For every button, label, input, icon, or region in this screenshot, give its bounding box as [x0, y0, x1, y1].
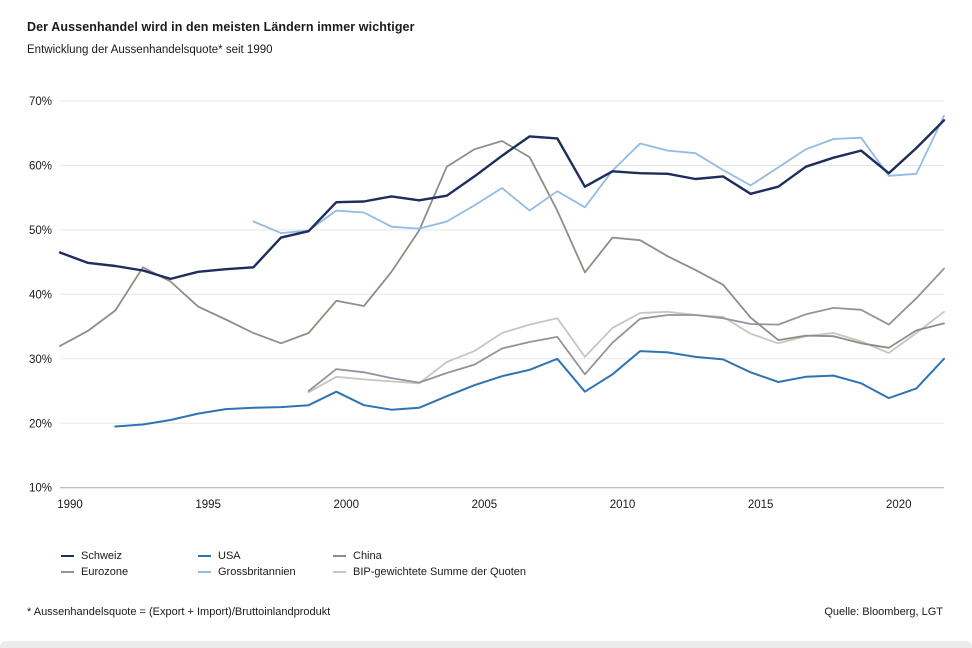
chart-title: Der Aussenhandel wird in den meisten Län…: [27, 20, 415, 34]
legend-item-bip-summe: BIP-gewichtete Summe der Quoten: [333, 564, 526, 580]
y-axis-tick-label: 10%: [29, 483, 52, 495]
y-axis-tick-label: 30%: [29, 354, 52, 366]
source-credit: Quelle: Bloomberg, LGT: [824, 606, 943, 618]
legend-swatch-usa: [198, 554, 211, 558]
legend-label: Schweiz: [81, 550, 122, 562]
legend-column: Schweiz Eurozone: [61, 548, 128, 580]
y-axis-tick-label: 70%: [29, 96, 52, 108]
legend-item-eurozone: Eurozone: [61, 564, 128, 580]
chart-subtitle: Entwicklung der Aussenhandelsquote* seit…: [27, 44, 273, 56]
x-axis-tick-label: 2015: [748, 499, 774, 511]
legend-column: China BIP-gewichtete Summe der Quoten: [333, 548, 526, 580]
legend-label: Grossbritannien: [218, 566, 296, 578]
chart-legend: Schweiz Eurozone USA Grossbritannien Chi…: [0, 548, 972, 582]
series-line-china: [59, 140, 945, 349]
x-axis-tick-label: 1990: [57, 499, 83, 511]
y-axis-tick-label: 20%: [29, 418, 52, 430]
y-axis-tick-label: 60%: [29, 160, 52, 172]
y-axis-tick-label: 40%: [29, 289, 52, 301]
series-line-eurozone: [307, 267, 945, 392]
legend-item-schweiz: Schweiz: [61, 548, 128, 564]
x-axis-tick-label: 2010: [610, 499, 636, 511]
line-chart-canvas: 70% 60% 50% 40% 30% 20% 10% 1990 1995 2000 2005 201…: [29, 96, 946, 511]
bottom-edge-strip: [0, 641, 972, 648]
legend-item-grossbritannien: Grossbritannien: [198, 564, 296, 580]
series-line-usa: [114, 350, 945, 428]
legend-swatch-schweiz: [61, 554, 74, 558]
legend-column: USA Grossbritannien: [198, 548, 296, 580]
x-axis-tick-label: 2000: [333, 499, 359, 511]
legend-item-usa: USA: [198, 548, 296, 564]
series-line-grossbritannien: [252, 114, 945, 235]
legend-label: BIP-gewichtete Summe der Quoten: [353, 566, 527, 578]
y-axis-tick-label: 50%: [29, 225, 52, 237]
legend-swatch-bip-summe: [333, 570, 346, 574]
legend-label: China: [353, 550, 382, 562]
x-axis-tick-label: 2005: [472, 499, 498, 511]
legend-label: Eurozone: [81, 566, 129, 578]
x-axis-tick-label: 1995: [195, 499, 221, 511]
legend-item-china: China: [333, 548, 526, 564]
series-line-schweiz: [58, 119, 946, 281]
series-line-bip-gewichtete-summe-der-quoten: [307, 310, 945, 394]
legend-swatch-china: [333, 554, 346, 558]
x-axis-tick-label: 2020: [886, 499, 912, 511]
legend-swatch-eurozone: [61, 570, 74, 574]
legend-label: USA: [218, 550, 241, 562]
footnote: * Aussenhandelsquote = (Export + Import)…: [27, 606, 331, 618]
legend-swatch-grossbritannien: [198, 570, 211, 574]
